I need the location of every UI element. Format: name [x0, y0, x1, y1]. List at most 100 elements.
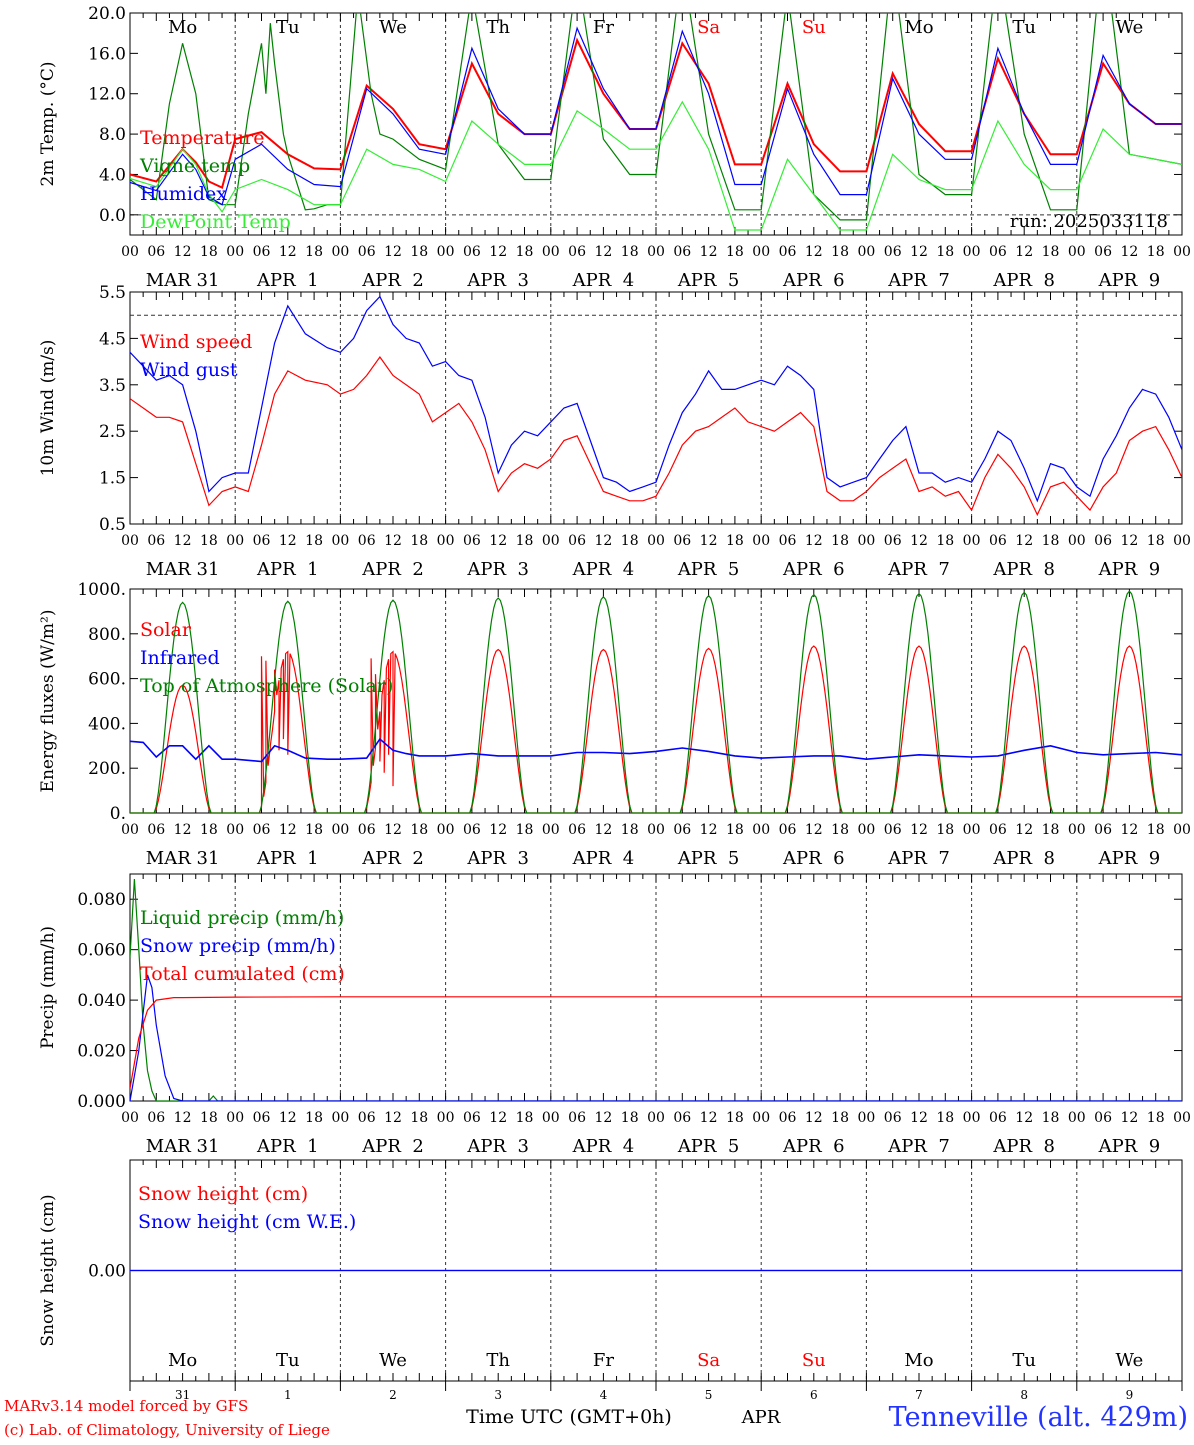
- date-label: APR 6: [782, 848, 845, 869]
- y-tick-label: 16.0: [88, 44, 126, 64]
- hour-label: 18: [410, 244, 428, 260]
- day-number: 2: [389, 1388, 397, 1402]
- legend-entry: Snow height (cm): [138, 1183, 308, 1205]
- hour-label: 06: [358, 822, 376, 838]
- y-tick-label: 4.5: [99, 329, 126, 349]
- date-label: APR 1: [256, 559, 319, 580]
- hour-label: 12: [1015, 244, 1033, 260]
- hour-label: 18: [305, 1110, 323, 1126]
- hour-label: 18: [1147, 244, 1165, 260]
- hour-label: 06: [989, 533, 1007, 549]
- hour-label: 06: [989, 244, 1007, 260]
- y-axis-title: 10m Wind (m/s): [38, 340, 58, 477]
- hour-label: 12: [279, 1110, 297, 1126]
- hour-label: 18: [1042, 244, 1060, 260]
- hour-label: 00: [226, 533, 244, 549]
- plot-area: [130, 295, 1182, 517]
- day-name: Sa: [697, 1350, 720, 1371]
- hour-label: 06: [1094, 533, 1112, 549]
- hour-label: 12: [805, 822, 823, 838]
- hour-label: 00: [647, 533, 665, 549]
- hour-label: 12: [805, 1110, 823, 1126]
- hour-label: 12: [1015, 822, 1033, 838]
- date-label: APR 1: [256, 1136, 319, 1157]
- hour-label: 06: [568, 244, 586, 260]
- y-tick-label: 0.000: [77, 1092, 126, 1112]
- date-label: APR 8: [992, 848, 1055, 869]
- hour-label: 00: [857, 244, 875, 260]
- hour-label: 12: [1120, 1110, 1138, 1126]
- date-label: APR 7: [887, 270, 950, 291]
- day-name: We: [379, 17, 407, 38]
- hour-label: 12: [489, 1110, 507, 1126]
- hour-label: 00: [752, 1110, 770, 1126]
- hour-label: 00: [331, 244, 349, 260]
- legend-entry: Infrared: [140, 647, 220, 669]
- hour-label: 06: [463, 533, 481, 549]
- hour-label: 00: [331, 822, 349, 838]
- hour-label: 18: [200, 822, 218, 838]
- hour-label: 00: [647, 822, 665, 838]
- hour-label: 06: [253, 822, 271, 838]
- hour-label: 12: [489, 822, 507, 838]
- date-label: APR 2: [361, 1136, 424, 1157]
- y-tick-label: 0.040: [77, 991, 126, 1011]
- series-line-1: [130, 737, 1182, 763]
- date-label: APR 4: [572, 270, 635, 291]
- day-name: Fr: [593, 1350, 614, 1371]
- legend-entry: DewPoint Temp: [140, 211, 291, 233]
- hour-label: 00: [437, 244, 455, 260]
- hour-label: 00: [1173, 244, 1191, 260]
- day-name: Su: [802, 1350, 826, 1371]
- series-line-3: [130, 100, 1182, 231]
- hour-label: 00: [542, 822, 560, 838]
- hour-label: 18: [621, 533, 639, 549]
- hour-label: 12: [489, 533, 507, 549]
- hour-label: 18: [516, 822, 534, 838]
- y-tick-label: 0.060: [77, 941, 126, 961]
- hour-label: 12: [384, 244, 402, 260]
- hour-label: 06: [1094, 244, 1112, 260]
- date-label: APR 8: [992, 270, 1055, 291]
- hour-label: 18: [1147, 1110, 1165, 1126]
- hour-label: 12: [700, 1110, 718, 1126]
- date-label: APR 6: [782, 559, 845, 580]
- hour-label: 06: [989, 1110, 1007, 1126]
- hour-label: 00: [331, 533, 349, 549]
- series-line-1: [130, 974, 1182, 1101]
- y-tick-label: 0.5: [99, 515, 126, 535]
- hour-label: 00: [752, 533, 770, 549]
- y-tick-label: 12.0: [88, 85, 126, 105]
- legend-entry: Snow precip (mm/h): [140, 935, 336, 957]
- hour-label: 00: [1173, 822, 1191, 838]
- day-name: Tu: [276, 17, 300, 38]
- hour-label: 00: [1068, 822, 1086, 838]
- date-label: APR 8: [992, 1136, 1055, 1157]
- hour-label: 00: [963, 1110, 981, 1126]
- hour-label: 12: [1120, 822, 1138, 838]
- hour-label: 12: [1015, 533, 1033, 549]
- date-label: MAR 31: [146, 559, 220, 580]
- date-label: APR 4: [572, 559, 635, 580]
- hour-label: 00: [437, 822, 455, 838]
- legend-entry: Solar: [140, 619, 192, 641]
- hour-label: 00: [647, 1110, 665, 1126]
- hour-label: 00: [963, 822, 981, 838]
- hour-label: 00: [542, 1110, 560, 1126]
- panel-snow: 0.00 Snow height (cm) Mo Tu We Th Fr Sa Su Mo Tu We…: [38, 1159, 1183, 1402]
- hour-label: 18: [516, 1110, 534, 1126]
- hour-label: 00: [857, 1110, 875, 1126]
- legend-entry: Humidex: [140, 183, 227, 205]
- hour-label: 18: [200, 1110, 218, 1126]
- date-label: APR 7: [887, 559, 950, 580]
- run-label: run: 2025033118: [1010, 211, 1168, 232]
- hour-label: 12: [1120, 244, 1138, 260]
- legend-entry: Vigne temp: [139, 155, 250, 177]
- y-tick-label: 200.: [88, 759, 126, 779]
- hour-label: 06: [779, 822, 797, 838]
- hour-label: 06: [779, 533, 797, 549]
- hour-label: 06: [568, 533, 586, 549]
- date-label: APR 2: [361, 270, 424, 291]
- hour-label: 12: [594, 822, 612, 838]
